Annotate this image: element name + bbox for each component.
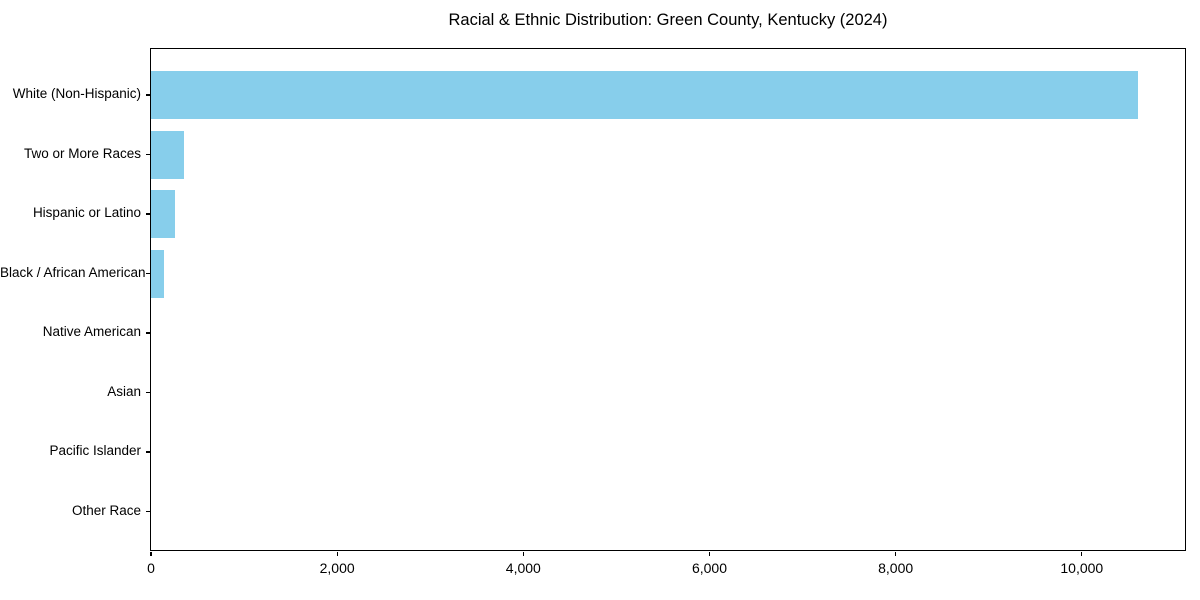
x-tick-label: 2,000 — [319, 560, 355, 576]
y-tick-mark — [146, 510, 150, 513]
x-tick-mark — [522, 552, 524, 556]
x-tick-mark — [1081, 552, 1083, 556]
x-tick-mark — [336, 552, 338, 556]
y-tick-label: Two or More Races — [23, 145, 141, 161]
x-tick-mark — [150, 552, 152, 556]
x-tick-label: 10,000 — [1060, 560, 1104, 576]
y-tick-label: Asian — [107, 383, 141, 399]
x-tick-label: 6,000 — [691, 560, 728, 576]
y-tick-mark — [146, 272, 150, 275]
y-tick-label: Other Race — [71, 502, 141, 518]
bar-hispanic-or-latino — [151, 190, 176, 238]
y-tick-label: Hispanic or Latino — [32, 205, 141, 220]
bar-white-non-hispanic — [151, 71, 1138, 119]
y-tick-label: Native American — [42, 324, 141, 339]
y-tick-mark — [146, 332, 150, 334]
x-tick-label: 8,000 — [878, 560, 914, 576]
plot-area: 0 2,000 4,000 6,000 8,000 10,000 — [146, 48, 1186, 576]
y-tick-mark — [146, 213, 150, 215]
y-tick-label: White (Non-Hispanic) — [12, 86, 141, 101]
bar-two-or-more-races — [151, 130, 184, 179]
y-tick-label: Pacific Islander — [49, 443, 141, 458]
y-tick-label: Black / African American — [0, 264, 146, 280]
y-tick-mark — [146, 153, 150, 156]
y-tick-mark — [146, 451, 150, 453]
chart-title: Racial & Ethnic Distribution: Green Coun… — [448, 11, 888, 29]
bar-black-african-american — [151, 249, 165, 298]
x-tick-label: 0 — [147, 560, 155, 576]
x-tick-mark — [895, 552, 897, 556]
x-tick-mark — [708, 552, 711, 556]
y-axis-labels: White (Non-Hispanic) Two or More Races His… — [0, 48, 146, 551]
x-tick-label: 4,000 — [505, 560, 541, 576]
y-tick-mark — [146, 94, 150, 96]
y-tick-mark — [146, 391, 150, 394]
